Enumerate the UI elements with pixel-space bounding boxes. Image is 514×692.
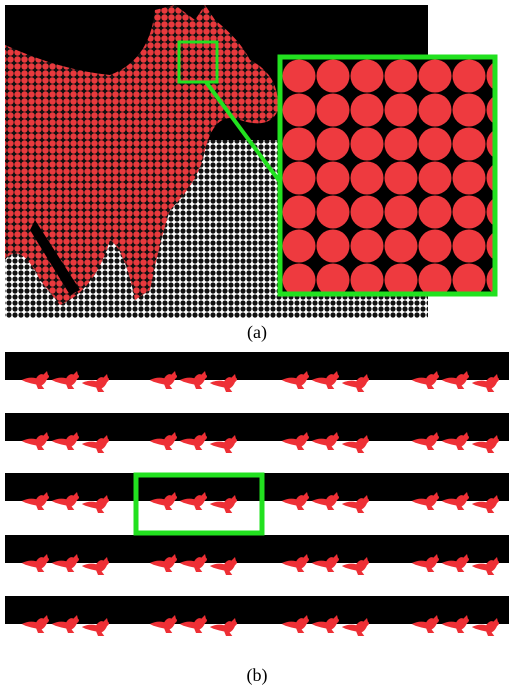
figure-svg: (a) (b) — [0, 0, 514, 692]
figure: (a) (b) — [0, 0, 514, 692]
panel-a-image — [5, 5, 495, 318]
panel-label: (a) — [247, 322, 267, 343]
panel-b-image — [5, 352, 509, 640]
panel-label: (b) — [247, 665, 268, 686]
